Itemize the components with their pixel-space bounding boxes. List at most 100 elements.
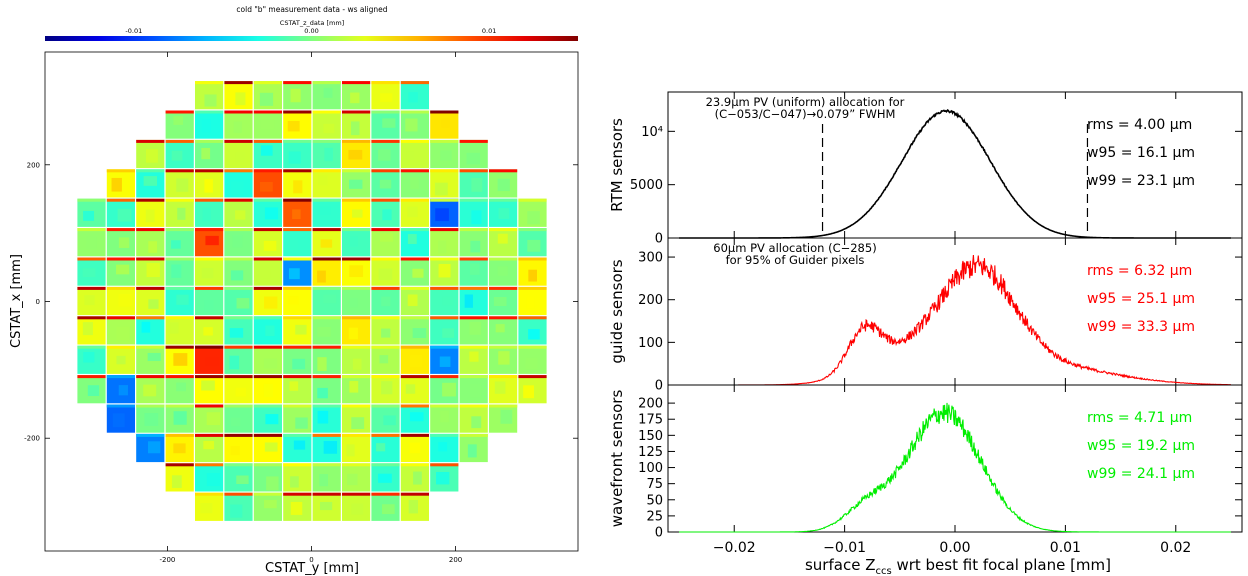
sensor-tile — [312, 169, 341, 198]
sensor-tile — [430, 345, 459, 374]
sensor-tile — [283, 345, 312, 374]
sensor-tile — [283, 433, 312, 463]
sensor-tile — [312, 404, 341, 433]
sensor-tile — [165, 375, 194, 404]
sensor-tile — [77, 286, 106, 316]
sensor-tile — [106, 198, 135, 227]
sensor-tile — [518, 286, 547, 316]
histogram-x-axis: −0.02 −0.01 0.00 0.01 0.02 — [713, 540, 1192, 556]
sensor-tile — [77, 316, 106, 345]
sensor-tile — [430, 257, 459, 286]
sensor-tile — [224, 492, 253, 521]
map-ylabel: CSTAT_x [mm] — [9, 254, 24, 348]
panel-stat: w95 = 16.1 μm — [1087, 145, 1195, 161]
sensor-tile — [224, 463, 253, 492]
sensor-tile — [283, 492, 312, 521]
sensor-tile — [195, 463, 224, 492]
ytick-label: 75 — [646, 477, 663, 492]
sensor-tile — [489, 286, 518, 316]
sensor-tile — [106, 375, 135, 404]
panel-stat: w99 = 23.1 μm — [1087, 173, 1195, 189]
sensor-tile — [165, 345, 194, 374]
sensor-tile — [195, 404, 224, 433]
panel-stat: rms = 6.32 μm — [1087, 263, 1192, 279]
sensor-tile — [106, 345, 135, 374]
sensor-tile — [342, 463, 371, 492]
sensor-tile — [489, 169, 518, 198]
sensor-tile — [312, 81, 341, 110]
sensor-tile — [489, 198, 518, 227]
sensor-tile — [224, 228, 253, 257]
sensor-tile — [312, 286, 341, 316]
surface-map-figure: cold "b" measurement data - ws aligned C… — [9, 5, 579, 576]
sensor-tile — [371, 228, 400, 257]
sensor-tile — [518, 375, 547, 404]
map-axes: -200 0 200 200 0 -200 — [24, 52, 578, 564]
sensor-tile — [400, 110, 429, 139]
sensor-tile — [195, 433, 224, 463]
sensor-tile — [253, 139, 282, 169]
histogram-panel: 0 5000 10⁴ RTM sensors 23.9μm PV (uniform) a… — [608, 91, 1243, 247]
colorbar-tick-label: 0.00 — [304, 27, 318, 35]
sensor-tile — [165, 316, 194, 345]
sensor-tile — [371, 463, 400, 492]
xtick-label: 0.01 — [1050, 540, 1081, 556]
sensor-tile — [430, 139, 459, 169]
sensor-tile — [136, 316, 165, 345]
ytick-label: 25 — [646, 509, 663, 524]
sensor-tile — [224, 404, 253, 433]
sensor-tile — [342, 257, 371, 286]
sensor-tile — [459, 316, 488, 345]
sensor-tile — [136, 139, 165, 169]
sensor-tile — [195, 345, 224, 374]
sensor-tile — [283, 110, 312, 139]
panel-stat: rms = 4.00 μm — [1087, 117, 1192, 133]
sensor-tile — [489, 404, 518, 433]
sensor-tile — [400, 139, 429, 169]
sensor-tile — [283, 81, 312, 110]
sensor-tile — [430, 404, 459, 433]
colorbar-label: CSTAT_z_data [mm] — [280, 19, 344, 27]
sensor-tile — [136, 433, 165, 463]
histogram-series — [679, 402, 1231, 533]
sensor-tile — [459, 228, 488, 257]
sensor-tile — [400, 169, 429, 198]
sensor-tile — [459, 286, 488, 316]
xtick-label: 0.00 — [939, 540, 970, 556]
map-title: cold "b" measurement data - ws aligned — [236, 5, 387, 14]
ytick-label: 0 — [655, 379, 663, 394]
panel-annotation: for 95% of Guider pixels — [726, 253, 865, 267]
sensor-tile — [253, 492, 282, 521]
sensor-tile — [312, 345, 341, 374]
sensor-tile — [489, 257, 518, 286]
sensor-tile — [283, 316, 312, 345]
sensor-tile — [283, 286, 312, 316]
sensor-tile — [342, 375, 371, 404]
panel-ylabel: guide sensors — [608, 259, 626, 363]
sensor-tile — [283, 139, 312, 169]
sensor-tile — [518, 257, 547, 286]
sensor-tile — [459, 169, 488, 198]
map-ytick-label: -200 — [24, 435, 40, 443]
panel-ylabel: RTM sensors — [608, 118, 626, 212]
sensor-tile — [106, 169, 135, 198]
sensor-tile — [165, 286, 194, 316]
sensor-tile — [224, 316, 253, 345]
sensor-tile — [253, 433, 282, 463]
sensor-tile — [430, 169, 459, 198]
sensor-tile — [195, 110, 224, 139]
ytick-label: 5000 — [630, 178, 663, 193]
sensor-tile — [342, 345, 371, 374]
sensor-tile — [312, 228, 341, 257]
map-ytick-label: 200 — [27, 161, 40, 169]
map-xtick-label: 200 — [449, 556, 462, 564]
sensor-tile — [430, 198, 459, 227]
sensor-tile — [106, 404, 135, 433]
sensor-tile — [342, 286, 371, 316]
ytick-label: 0 — [655, 232, 663, 247]
sensor-tile — [400, 463, 429, 492]
sensor-tile — [283, 375, 312, 404]
sensor-tile — [165, 257, 194, 286]
sensor-tile — [224, 345, 253, 374]
